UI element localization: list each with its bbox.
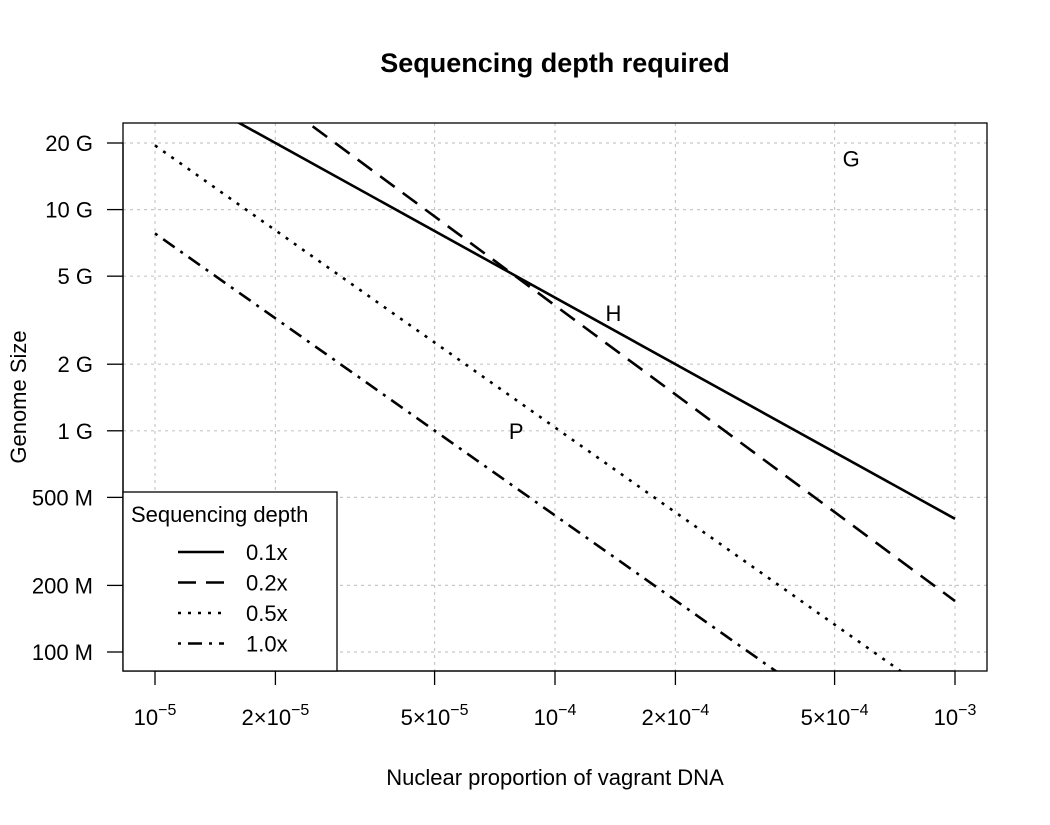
x-tick-base: 10 [934,705,958,730]
x-tick-exponent: −5 [158,702,176,719]
series-line-0.2x [305,123,956,603]
series-line-0.1x [236,123,956,520]
x-tick-label: 2×10−5 [241,702,309,730]
y-axis: 100 M 200 M 500 M 1 G 2 G 5 G 10 G 20 G [32,131,124,665]
legend-items: 0.1x 0.2x 0.5x 1.0x [178,540,288,657]
x-tick-exponent: −5 [291,702,309,719]
x-tick-base: 10 [667,705,691,730]
y-tick-label: 10 G [45,198,93,223]
x-tick-multiplier: 2× [641,705,666,730]
x-tick-label: 10−5 [134,702,177,730]
y-tick-label: 1 G [58,419,93,444]
x-tick-base: 10 [134,705,158,730]
x-axis: 10−5 2×10−5 5×10−5 10−4 2×10−4 5×10−4 10−3 [134,670,977,730]
x-tick-label: 5×10−4 [801,702,869,730]
annotations: G H P [509,147,860,444]
legend-title: Sequencing depth [131,502,308,527]
legend-label: 1.0x [246,632,288,657]
y-axis-label: Genome Size [6,330,31,463]
x-tick-base: 10 [826,705,850,730]
annotation-label: H [606,301,622,326]
x-tick-label: 2×10−4 [641,702,709,730]
legend-label: 0.1x [246,540,288,565]
x-tick-exponent: −4 [691,702,709,719]
legend-label: 0.2x [246,571,288,596]
legend-label: 0.5x [246,601,288,626]
x-tick-base: 10 [534,705,558,730]
x-tick-label: 10−4 [534,702,577,730]
x-tick-multiplier: 2× [241,705,266,730]
x-tick-multiplier: 5× [401,705,426,730]
chart-title: Sequencing depth required [380,48,730,78]
x-tick-multiplier: 5× [801,705,826,730]
x-tick-exponent: −4 [850,702,868,719]
x-tick-label: 10−3 [934,702,977,730]
x-tick-exponent: −4 [558,702,576,719]
x-tick-base: 10 [426,705,450,730]
y-tick-label: 500 M [32,485,93,510]
x-tick-label: 5×10−5 [401,702,469,730]
y-tick-label: 20 G [45,131,93,156]
annotation-label: G [843,147,860,172]
y-tick-label: 100 M [32,640,93,665]
legend: Sequencing depth 0.1x 0.2x 0.5x 1.0x [122,491,338,672]
y-tick-label: 2 G [58,352,93,377]
x-tick-exponent: −3 [958,702,976,719]
grid [123,123,987,671]
legend-box [122,491,338,672]
y-tick-label: 5 G [58,264,93,289]
x-tick-base: 10 [267,705,291,730]
x-tick-exponent: −5 [450,702,468,719]
y-tick-label: 200 M [32,573,93,598]
series-layer [154,123,956,671]
x-axis-label: Nuclear proportion of vagrant DNA [386,765,724,790]
annotation-label: P [509,419,524,444]
